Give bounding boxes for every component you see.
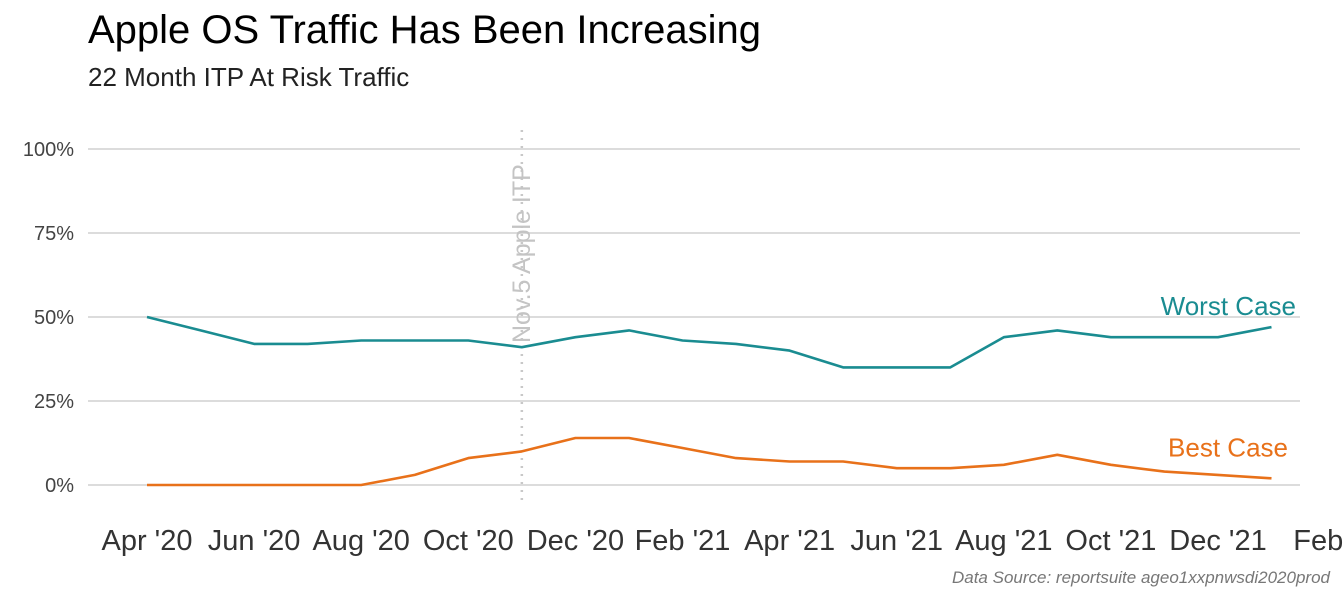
- y-tick-label: 75%: [34, 223, 74, 245]
- data-source-caption: Data Source: reportsuite ageo1xxpnwsdi20…: [951, 568, 1330, 587]
- data-point: [788, 460, 791, 463]
- data-point: [1056, 329, 1059, 332]
- annotation-label: Nov.5 Apple ITP: [508, 164, 536, 343]
- gridlines: [88, 148, 1300, 486]
- y-tick-label: 25%: [34, 391, 74, 413]
- x-axis-ticks: Apr '20 Jun '20 Aug '20 Oct '20 Dec '20 Feb '…: [102, 525, 1344, 557]
- x-tick-label: Feb ': [1293, 525, 1344, 557]
- data-point: [413, 339, 416, 342]
- data-point: [1217, 336, 1220, 339]
- series-labels: Worst Case Best Case: [1161, 291, 1296, 462]
- series-lines: [146, 315, 1273, 487]
- data-point: [1270, 477, 1273, 480]
- x-tick-label: Feb '21: [635, 525, 731, 557]
- x-tick-label: Dec '20: [527, 525, 624, 557]
- data-point: [146, 316, 149, 319]
- series-label: Worst Case: [1161, 291, 1296, 321]
- series-label: Best Case: [1168, 432, 1288, 462]
- x-tick-label: Jun '21: [850, 525, 943, 557]
- data-point: [1003, 464, 1006, 467]
- data-point: [681, 447, 684, 450]
- x-tick-label: Aug '21: [955, 525, 1052, 557]
- y-tick-label: 50%: [34, 307, 74, 329]
- data-point: [521, 450, 524, 453]
- data-point: [1163, 470, 1166, 473]
- data-point: [521, 346, 524, 349]
- data-point: [949, 467, 952, 470]
- x-tick-label: Aug '20: [312, 525, 409, 557]
- x-tick-label: Apr '20: [102, 525, 193, 557]
- data-point: [467, 457, 470, 460]
- data-point: [895, 366, 898, 369]
- x-tick-label: Oct '20: [423, 525, 514, 557]
- data-point: [306, 343, 309, 346]
- data-point: [574, 336, 577, 339]
- data-point: [306, 484, 309, 487]
- x-tick-label: Jun '20: [208, 525, 301, 557]
- data-point: [1270, 326, 1273, 329]
- data-point: [788, 349, 791, 352]
- data-point: [1003, 336, 1006, 339]
- data-point: [253, 484, 256, 487]
- data-point: [360, 484, 363, 487]
- data-point: [1110, 464, 1113, 467]
- data-point: [735, 343, 738, 346]
- data-point: [146, 484, 149, 487]
- x-tick-label: Oct '21: [1065, 525, 1156, 557]
- data-point: [574, 437, 577, 440]
- data-point: [842, 366, 845, 369]
- y-tick-label: 0%: [45, 475, 74, 497]
- data-point: [681, 339, 684, 342]
- series-line: [147, 436, 1272, 487]
- y-axis-ticks: 100% 75% 50% 25% 0%: [23, 139, 74, 497]
- series-line: [146, 315, 1272, 369]
- data-point: [1163, 336, 1166, 339]
- data-point: [1217, 474, 1220, 477]
- data-point: [253, 343, 256, 346]
- data-point: [1110, 336, 1113, 339]
- x-tick-label: Dec '21: [1169, 525, 1266, 557]
- annotations: Nov.5 Apple ITP: [508, 130, 536, 505]
- data-point: [949, 366, 952, 369]
- chart-subtitle: 22 Month ITP At Risk Traffic: [88, 62, 410, 92]
- y-tick-label: 100%: [23, 139, 74, 161]
- data-point: [413, 474, 416, 477]
- data-point: [628, 329, 631, 332]
- chart-title: Apple OS Traffic Has Been Increasing: [88, 8, 761, 52]
- data-point: [199, 329, 202, 332]
- data-point: [360, 339, 363, 342]
- data-point: [895, 467, 898, 470]
- data-point: [628, 437, 631, 440]
- data-point: [1056, 453, 1059, 456]
- data-point: [735, 457, 738, 460]
- data-point: [199, 484, 202, 487]
- x-tick-label: Apr '21: [744, 525, 835, 557]
- data-point: [467, 339, 470, 342]
- data-point: [842, 460, 845, 463]
